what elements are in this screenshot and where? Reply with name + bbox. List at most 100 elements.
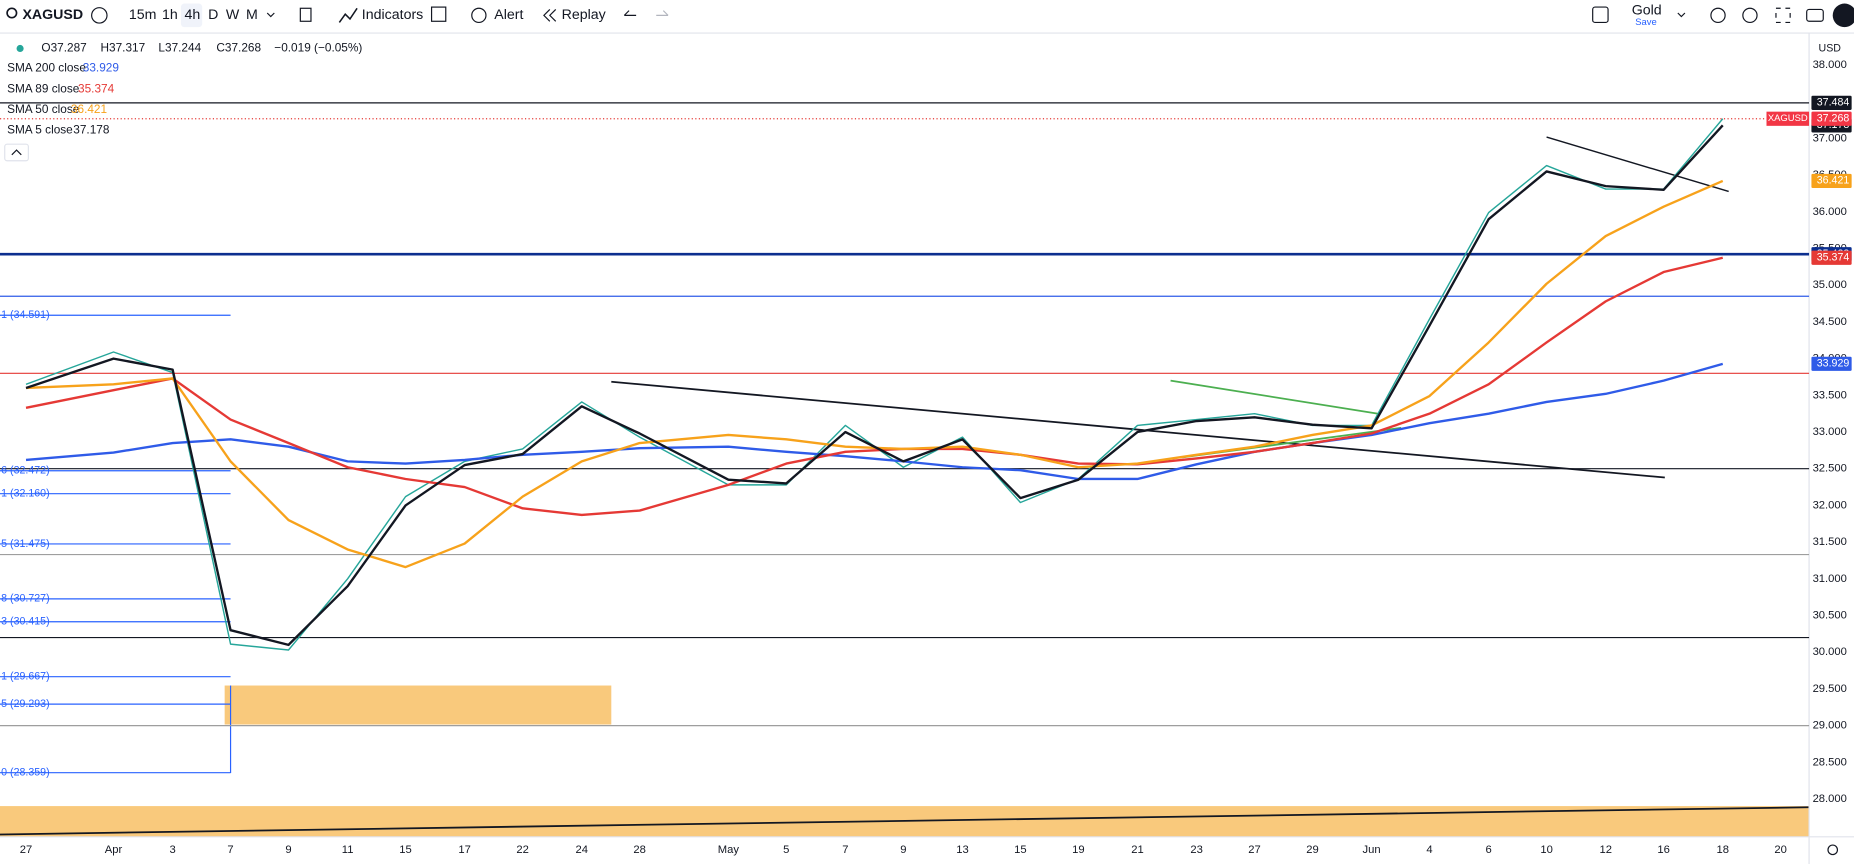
legend-name: SMA 200 close [7, 61, 86, 75]
profile[interactable] [1832, 3, 1854, 28]
legend-value: 33.929 [83, 61, 120, 75]
x-tick-label: 28 [633, 844, 645, 856]
x-tick-label: 15 [1014, 844, 1026, 856]
x-tick-label: 17 [458, 844, 470, 856]
redo[interactable] [656, 10, 669, 16]
legend-value: 36.421 [71, 102, 107, 116]
interval[interactable]: W [226, 7, 240, 23]
toolbar: XAGUSD 15m 1h 4h D W M Indicators Alert … [0, 2, 1854, 34]
fib-label: 1 (29.667) [1, 670, 49, 682]
x-tick-label: 21 [1131, 844, 1143, 856]
replay[interactable]: Replay [562, 7, 607, 23]
x-tick-label: 20 [1774, 844, 1786, 856]
fib-label: 6 (32.472) [1, 465, 49, 477]
x-tick-label: 18 [1717, 844, 1729, 856]
interval[interactable]: D [208, 7, 218, 23]
x-tick-label: 5 [783, 844, 789, 856]
fullscreen[interactable] [1775, 7, 1791, 24]
x-tick-label: 16 [1657, 844, 1669, 856]
x-tick-label: 27 [1248, 844, 1260, 856]
price-tag-label: 37.268 [1817, 113, 1850, 125]
layout-name[interactable]: Gold [1632, 2, 1662, 18]
x-tick-label: 15 [399, 844, 411, 856]
legend-name: SMA 89 close [7, 81, 80, 95]
x-tick-label: 27 [20, 844, 32, 856]
y-tick-label: 30.000 [1813, 646, 1847, 658]
price-tag [1811, 111, 1852, 126]
x-tick-label: 24 [575, 844, 587, 856]
y-tick-label: 35.000 [1813, 279, 1847, 291]
y-tick-label: 31.500 [1813, 536, 1847, 548]
y-tick-label: 33.000 [1813, 426, 1847, 438]
symbol[interactable]: XAGUSD [22, 7, 83, 23]
y-tick-label: 29.500 [1813, 683, 1847, 695]
interval-active-bg [180, 3, 203, 28]
fib-label: 1 (32.160) [1, 487, 49, 499]
x-tick-label: 22 [516, 844, 528, 856]
layout-menu[interactable] [1677, 12, 1686, 18]
y-tick-label: 28.500 [1813, 756, 1847, 768]
x-tick-label: 9 [285, 844, 291, 856]
series-line [25, 118, 1724, 651]
price-tag-label: 35.374 [1817, 252, 1850, 264]
x-tick-label: 7 [842, 844, 848, 856]
x-tick-label: 3 [170, 844, 176, 856]
chart-type[interactable] [299, 7, 312, 22]
x-tick-label: 4 [1426, 844, 1432, 856]
x-tick-label: Jun [1363, 844, 1381, 856]
axis-settings[interactable] [1827, 844, 1839, 856]
x-tick-label: 7 [227, 844, 233, 856]
indicators-icon[interactable] [338, 7, 358, 23]
symbol-tag [1766, 111, 1810, 126]
settings[interactable] [1742, 7, 1758, 24]
price-tag [1811, 95, 1852, 110]
demand-zone [224, 685, 612, 725]
alert-icon[interactable] [471, 7, 487, 24]
price-tag [1811, 356, 1852, 371]
trendline [611, 380, 1665, 479]
currency[interactable]: USD [1819, 42, 1842, 54]
series-line [25, 124, 1724, 647]
y-tick-label: 30.500 [1813, 609, 1847, 621]
x-tick-label: 11 [342, 844, 354, 856]
interval[interactable]: 15m [129, 7, 157, 23]
search-tool[interactable] [1710, 7, 1726, 24]
interval-menu[interactable] [266, 12, 275, 18]
status-dot [16, 44, 24, 53]
add-symbol[interactable] [91, 7, 108, 24]
alert[interactable]: Alert [494, 7, 523, 23]
x-tick-label: 13 [956, 844, 968, 856]
legend-name: SMA 5 close [7, 123, 73, 137]
price-tag-label: 37.484 [1817, 97, 1850, 109]
legend-value: 37.178 [73, 123, 110, 137]
series-line [25, 179, 1724, 569]
interval[interactable]: 4h [184, 7, 200, 23]
search-icon[interactable] [6, 7, 18, 19]
undo[interactable] [623, 10, 637, 16]
x-tick-label: 9 [900, 844, 906, 856]
price-tag [1811, 173, 1852, 189]
interval[interactable]: 1h [162, 7, 178, 23]
snapshot[interactable] [1806, 8, 1824, 22]
y-tick-label: 29.000 [1813, 720, 1847, 732]
ohlc-close: C37.268 [216, 41, 261, 55]
indicators[interactable]: Indicators [362, 7, 423, 23]
save[interactable]: Save [1635, 17, 1657, 28]
legend-name: SMA 50 close [7, 102, 80, 116]
y-tick-label: 34.500 [1813, 316, 1847, 328]
ohlc-high: H37.317 [101, 41, 146, 55]
replay-icon[interactable] [543, 9, 557, 22]
fib-label: 8 (30.727) [1, 593, 49, 605]
x-tick-label: 12 [1599, 844, 1611, 856]
price-tag-label: 33.929 [1817, 358, 1850, 370]
interval[interactable]: M [246, 7, 258, 23]
y-tick-label: 38.000 [1813, 59, 1847, 71]
templates[interactable] [430, 6, 447, 22]
legend-value: 35.374 [78, 81, 115, 95]
band-line [0, 806, 1810, 836]
layout-icon[interactable] [1592, 6, 1609, 24]
collapse-legend[interactable] [4, 143, 29, 162]
y-tick-label: 33.500 [1813, 389, 1847, 401]
y-tick-label: 32.500 [1813, 463, 1847, 475]
